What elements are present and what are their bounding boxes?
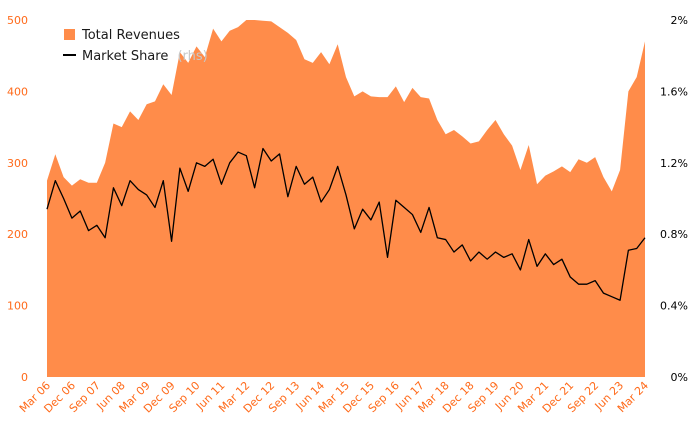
left-axis-tick-label: 400 [7, 85, 28, 98]
legend: Total Revenues Market Share (rhs) [63, 28, 208, 64]
right-axis: 0% 0.4% 0.8% 1.2% 1.6% 2% [660, 14, 688, 384]
legend-label-market-share-suffix: (rhs) [177, 49, 207, 64]
revenues-area-layer [47, 20, 645, 377]
left-axis: 0 100 200 300 400 500 [7, 14, 28, 384]
legend-label-market-share-text: Market Share [82, 49, 168, 64]
legend-swatch-total-revenues [64, 29, 75, 40]
right-axis-tick-label: 1.2% [660, 157, 688, 170]
right-axis-tick-label: 1.6% [660, 85, 688, 98]
right-axis-tick-label: 0% [671, 371, 688, 384]
left-axis-tick-label: 200 [7, 228, 28, 241]
right-axis-tick-label: 2% [671, 14, 688, 27]
right-axis-tick-label: 0.4% [660, 300, 688, 313]
right-axis-tick-label: 0.8% [660, 228, 688, 241]
series-total-revenues-area [47, 20, 645, 377]
left-axis-tick-label: 0 [21, 371, 28, 384]
market-share-line-layer [46, 147, 646, 301]
left-axis-tick-label: 500 [7, 14, 28, 27]
legend-label-total-revenues: Total Revenues [81, 28, 180, 43]
legend-label-market-share: Market Share (rhs) [82, 45, 208, 64]
left-axis-tick-label: 100 [7, 300, 28, 313]
series-market-share-line [46, 147, 646, 301]
left-axis-tick-label: 300 [7, 157, 28, 170]
